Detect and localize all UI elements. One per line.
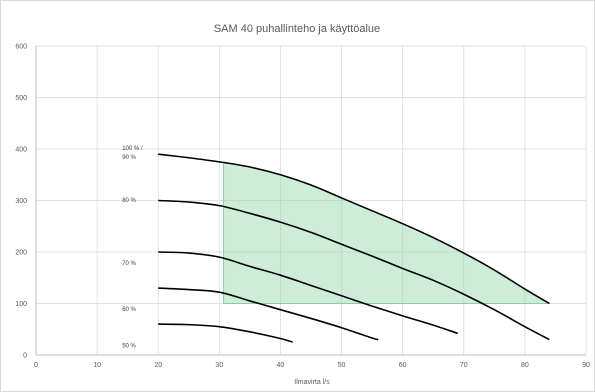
x-axis-label: Ilmavirta l/s (294, 379, 330, 386)
y-tick-label: 0 (23, 353, 27, 360)
x-tick-label: 0 (34, 362, 38, 369)
x-tick-label: 10 (93, 362, 101, 369)
curve-label-1: 100 % / (122, 146, 143, 152)
fan-curve-2 (158, 199, 550, 341)
chart-title: SAM 40 puhallinteho ja käyttöalue (214, 23, 380, 35)
fan-curves (158, 153, 550, 343)
curve-label-4: 60 % (122, 307, 136, 313)
x-tick-label: 50 (338, 362, 346, 369)
x-tick-label: 90 (582, 362, 590, 369)
curve-label-3: 70 % (122, 261, 136, 267)
fan-curve-1 (158, 153, 550, 305)
y-tick-label: 100 (15, 301, 27, 308)
x-tick-label: 30 (215, 362, 223, 369)
curve-label-5: 50 % (122, 343, 136, 349)
x-tick-label: 70 (460, 362, 468, 369)
curve-label-2: 80 % (122, 198, 136, 204)
curve-labels: 100 % / 90 % 80 % 70 % 60 % 50 % (122, 146, 143, 349)
axes: 0 10 20 30 40 50 60 70 80 90 0 100 200 300 400 500 600 (15, 44, 590, 370)
operating-area-polygon (223, 161, 551, 304)
x-tick-label: 40 (277, 362, 285, 369)
y-tick-label: 600 (15, 44, 27, 51)
x-tick-label: 20 (154, 362, 162, 369)
operating-area (223, 161, 551, 304)
y-tick-label: 500 (15, 95, 27, 102)
curve-label-1: 90 % (122, 155, 136, 161)
x-tick-label: 80 (521, 362, 529, 369)
y-tick-label: 400 (15, 147, 27, 154)
y-tick-label: 300 (15, 198, 27, 205)
fan-curve-4 (158, 287, 379, 341)
y-tick-label: 200 (15, 250, 27, 257)
x-tick-label: 60 (399, 362, 407, 369)
fan-curve-5 (158, 323, 293, 343)
fan-curve-3 (158, 251, 458, 335)
